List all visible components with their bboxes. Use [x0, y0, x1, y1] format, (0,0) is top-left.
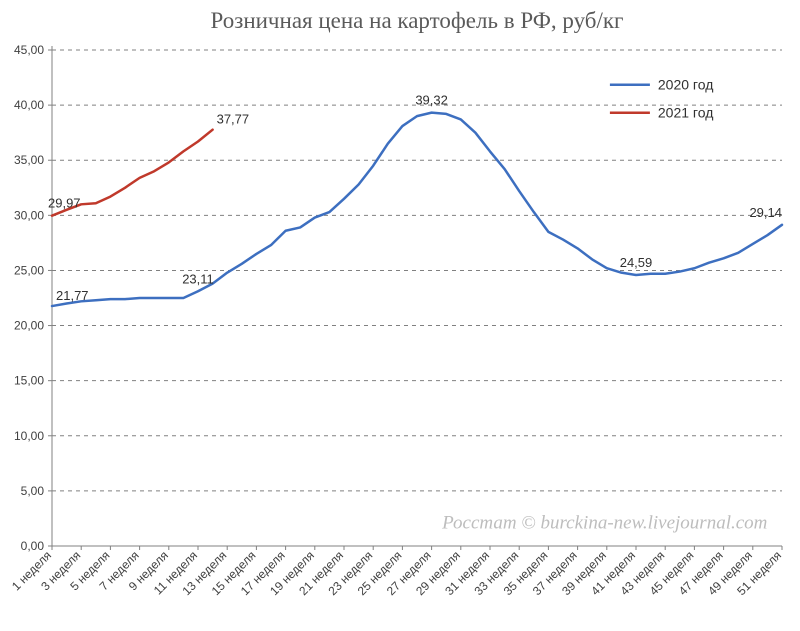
data-label: 29,14: [749, 205, 782, 220]
y-tick-label: 10,00: [14, 429, 44, 443]
legend-label: 2020 год: [658, 77, 713, 93]
chart-container: Розничная цена на картофель в РФ, руб/кг…: [0, 0, 800, 631]
data-label: 24,59: [620, 255, 653, 270]
data-label: 21,77: [56, 288, 89, 303]
y-tick-label: 35,00: [14, 153, 44, 167]
y-tick-label: 15,00: [14, 374, 44, 388]
y-tick-label: 5,00: [21, 484, 45, 498]
y-tick-label: 20,00: [14, 319, 44, 333]
y-tick-label: 25,00: [14, 263, 44, 277]
data-label: 29,97: [48, 196, 81, 211]
y-tick-label: 30,00: [14, 208, 44, 222]
chart-background: [0, 0, 800, 631]
data-label: 23,11: [182, 271, 214, 286]
y-tick-label: 45,00: [14, 43, 44, 57]
legend-label: 2021 год: [658, 105, 713, 121]
y-tick-label: 40,00: [14, 98, 44, 112]
watermark: Росстат © burckina-new.livejournal.com: [441, 513, 767, 534]
data-label: 39,32: [415, 93, 448, 108]
data-label: 37,77: [217, 112, 250, 127]
price-chart: Розничная цена на картофель в РФ, руб/кг…: [0, 0, 800, 631]
chart-title: Розничная цена на картофель в РФ, руб/кг: [211, 8, 624, 33]
